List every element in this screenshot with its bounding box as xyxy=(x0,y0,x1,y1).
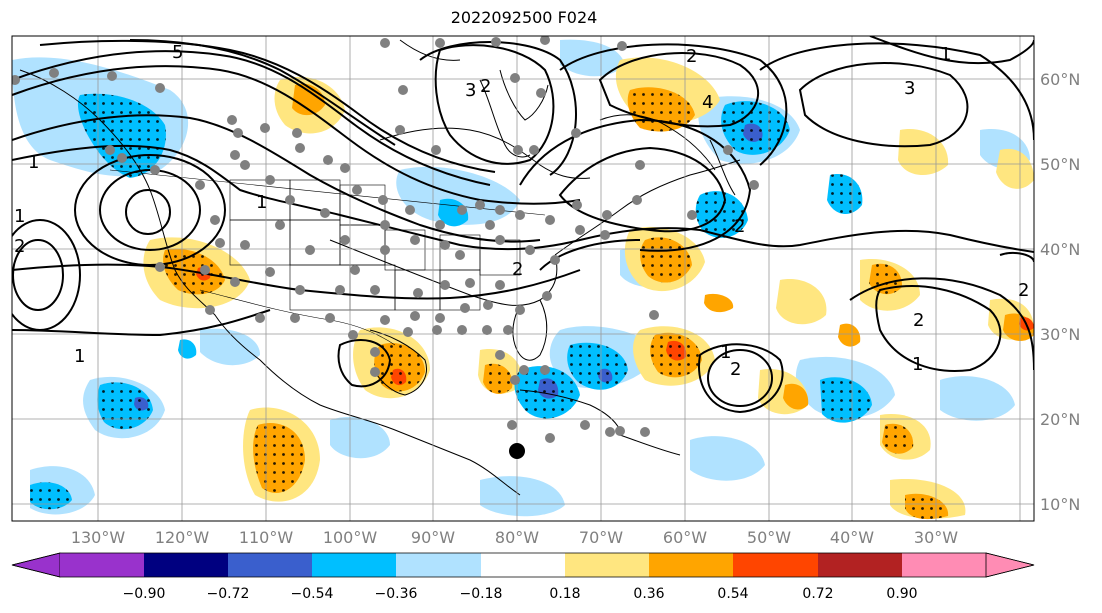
lat-label: 60°N xyxy=(1040,70,1080,89)
contour-label: 3 xyxy=(465,80,476,101)
lon-label: 70°W xyxy=(579,528,623,547)
contour-label: 1 xyxy=(74,346,85,367)
colorbar-segment xyxy=(818,553,902,577)
colorbar-segment xyxy=(60,553,144,577)
contour-label: 1 xyxy=(912,354,923,375)
colorbar-segment xyxy=(902,553,986,577)
lon-label: 50°W xyxy=(747,528,791,547)
colorbar-tick: 0.72 xyxy=(802,586,833,602)
political-borders xyxy=(109,169,546,346)
colorbar xyxy=(11,552,1035,578)
colorbar-segment xyxy=(228,553,312,577)
colorbar-tick: −0.72 xyxy=(207,586,250,602)
colorbar-tick: −0.18 xyxy=(460,586,503,602)
contour-label: 2 xyxy=(14,236,25,257)
colorbar-tick: 0.54 xyxy=(717,586,748,602)
contour-label: 2 xyxy=(913,310,924,331)
contour-label: 2 xyxy=(512,259,523,280)
contour-label: 2 xyxy=(686,46,697,67)
coastlines xyxy=(19,39,741,496)
contour-label: 2 xyxy=(730,359,741,380)
contour-label: 4 xyxy=(702,92,713,113)
contour-label: 2 xyxy=(1018,280,1029,301)
contour-label: 1 xyxy=(720,342,731,363)
storm-center-marker xyxy=(509,443,525,459)
station-markers xyxy=(12,36,759,443)
colorbar-segment xyxy=(985,552,1035,578)
contour-label: 1 xyxy=(256,192,267,213)
contour-label: 2 xyxy=(734,216,745,237)
contour-label: 1 xyxy=(14,206,25,227)
lat-label: 20°N xyxy=(1040,410,1080,429)
colorbar-segment xyxy=(649,553,733,577)
lon-label: 30°W xyxy=(914,528,958,547)
contour-lines xyxy=(12,36,1034,414)
colorbar-tick: 0.90 xyxy=(886,586,917,602)
colorbar-segment xyxy=(144,553,228,577)
lon-label: 40°W xyxy=(830,528,874,547)
contour-label: 5 xyxy=(172,42,183,63)
colorbar-tick: −0.90 xyxy=(123,586,166,602)
lon-label: 130°W xyxy=(71,528,126,547)
colorbar-segment xyxy=(11,552,61,578)
contour-label: 1 xyxy=(28,152,39,173)
contour-label: 2 xyxy=(480,76,491,97)
lon-label: 90°W xyxy=(411,528,455,547)
colorbar-segment xyxy=(481,553,565,577)
lat-label: 10°N xyxy=(1040,495,1080,514)
lat-label: 40°N xyxy=(1040,240,1080,259)
lon-label: 120°W xyxy=(155,528,210,547)
colorbar-tick: −0.36 xyxy=(375,586,418,602)
colorbar-tick: 0.18 xyxy=(549,586,580,602)
lon-label: 60°W xyxy=(663,528,707,547)
colorbar-segment xyxy=(565,553,649,577)
contour-label: 1 xyxy=(940,44,951,65)
contour-label: 3 xyxy=(904,78,915,99)
map-frame xyxy=(11,35,1035,522)
lat-label: 50°N xyxy=(1040,155,1080,174)
colorbar-segment xyxy=(733,553,818,577)
colorbar-tick: −0.54 xyxy=(291,586,334,602)
lon-label: 80°W xyxy=(495,528,539,547)
colorbar-tick: 0.36 xyxy=(633,586,664,602)
lon-label: 100°W xyxy=(323,528,378,547)
colorbar-segment xyxy=(396,553,481,577)
colorbar-segment xyxy=(312,553,396,577)
lon-label: 110°W xyxy=(239,528,294,547)
lat-label: 30°N xyxy=(1040,325,1080,344)
map-title: 2022092500 F024 xyxy=(450,8,598,27)
